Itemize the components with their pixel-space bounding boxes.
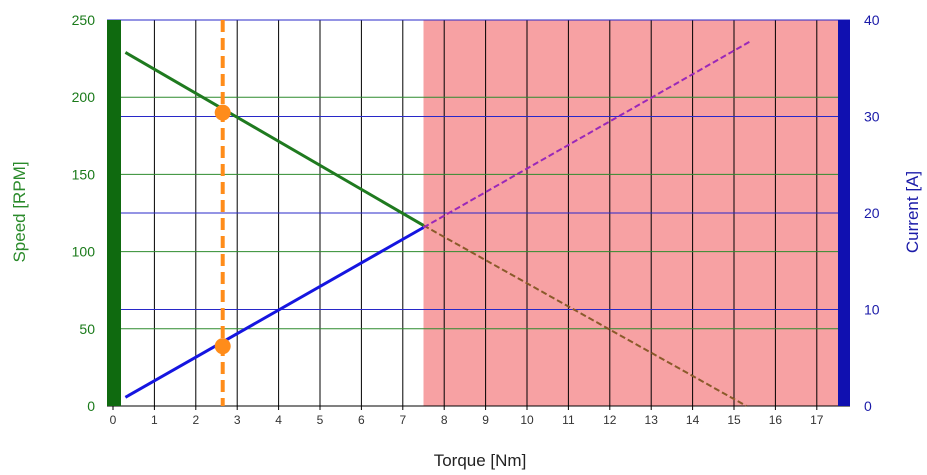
speed-axis-bar bbox=[107, 20, 121, 406]
operating-point-current-dot bbox=[214, 338, 231, 355]
x-axis-title: Torque [Nm] bbox=[434, 451, 527, 470]
y-left-tick-label: 50 bbox=[79, 321, 95, 337]
y-left-tick-label: 250 bbox=[72, 12, 96, 28]
x-tick-label: 7 bbox=[399, 413, 406, 427]
axis-bar-layer bbox=[107, 20, 850, 406]
y-right-tick-label: 0 bbox=[864, 398, 872, 414]
x-tick-label: 12 bbox=[603, 413, 617, 427]
y-right-axis-title: Current [A] bbox=[903, 171, 922, 253]
current-axis-bar bbox=[838, 20, 850, 406]
y-right-tick-label: 20 bbox=[864, 205, 880, 221]
x-tick-label: 3 bbox=[234, 413, 241, 427]
current-series-line-2 bbox=[124, 226, 425, 399]
x-tick-label: 2 bbox=[192, 413, 199, 427]
y-right-tick-label: 10 bbox=[864, 302, 880, 318]
x-tick-label: 1 bbox=[151, 413, 158, 427]
x-tick-label: 10 bbox=[520, 413, 534, 427]
x-tick-label: 9 bbox=[482, 413, 489, 427]
grid-layer bbox=[107, 19, 850, 407]
x-tick-label: 6 bbox=[358, 413, 365, 427]
x-tick-label: 14 bbox=[686, 413, 700, 427]
x-tick-label: 15 bbox=[727, 413, 741, 427]
y-left-tick-label: 200 bbox=[72, 89, 96, 105]
y-left-tick-label: 150 bbox=[72, 166, 96, 182]
y-left-tick-label: 0 bbox=[87, 398, 95, 414]
x-tick-label: 4 bbox=[275, 413, 282, 427]
operating-point-speed-dot bbox=[214, 104, 231, 121]
x-tick-label: 8 bbox=[441, 413, 448, 427]
y-right-tick-label: 30 bbox=[864, 109, 880, 125]
operating-point-layer bbox=[214, 20, 231, 406]
x-tick-label: 17 bbox=[810, 413, 824, 427]
x-tick-label: 5 bbox=[317, 413, 324, 427]
speed-series-line-0 bbox=[124, 51, 425, 227]
x-tick-label: 16 bbox=[769, 413, 783, 427]
x-tick-label: 11 bbox=[562, 413, 575, 427]
y-left-tick-label: 100 bbox=[72, 244, 96, 260]
y-left-axis-title: Speed [RPM] bbox=[10, 161, 29, 262]
x-tick-label: 13 bbox=[645, 413, 659, 427]
series-layer bbox=[124, 40, 752, 407]
y-right-tick-label: 40 bbox=[864, 12, 880, 28]
speed-series-line-1 bbox=[423, 224, 747, 407]
x-tick-label: 0 bbox=[110, 413, 117, 427]
